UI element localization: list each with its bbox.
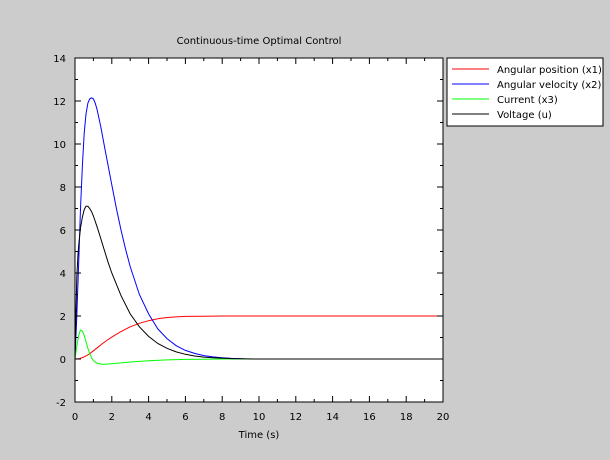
y-tick-label: 14	[53, 54, 66, 65]
y-tick-label: 10	[53, 140, 66, 151]
x-tick-label: 0	[72, 412, 78, 423]
x-tick-label: 14	[326, 412, 339, 423]
x-tick-label: 18	[400, 412, 413, 423]
y-tick-label: 12	[53, 97, 66, 108]
series-line-voltage-u	[74, 205, 443, 360]
x-tick-label: 8	[219, 412, 225, 423]
legend-label-current-x3: Current (x3)	[497, 95, 558, 106]
y-tick-label: 6	[60, 226, 66, 237]
x-tick-label: 2	[109, 412, 115, 423]
series-layer	[74, 97, 443, 365]
x-axis-label: Time (s)	[238, 430, 280, 441]
x-tick-label: 6	[182, 412, 188, 423]
series-line-angular-position-x1	[74, 315, 443, 360]
x-tick-label: 16	[363, 412, 376, 423]
plot-area	[75, 58, 443, 402]
series-line-angular-velocity-x2	[74, 97, 247, 360]
x-tick-label: 4	[145, 412, 151, 423]
y-tick-label: 0	[60, 355, 66, 366]
y-tick-label: 2	[60, 312, 66, 323]
y-tick-label: -2	[56, 398, 66, 409]
x-tick-label: 20	[437, 412, 450, 423]
legend-label-angular-velocity-x2: Angular velocity (x2)	[497, 80, 602, 91]
legend-label-voltage-u: Voltage (u)	[497, 110, 552, 121]
y-tick-label: 8	[60, 183, 66, 194]
chart-title: Continuous-time Optimal Control	[177, 36, 342, 47]
y-tick-label: 4	[60, 269, 66, 280]
ticks-layer: 0 2 4 6 8 10 12 14 16 18 20 -2 0 2 4 6 8 10 12 14	[53, 54, 449, 423]
legend: Angular position (x1) Angular velocity (x…	[446, 57, 604, 127]
x-tick-label: 12	[289, 412, 302, 423]
x-tick-label: 10	[253, 412, 266, 423]
legend-label-angular-position-x1: Angular position (x1)	[497, 65, 602, 76]
